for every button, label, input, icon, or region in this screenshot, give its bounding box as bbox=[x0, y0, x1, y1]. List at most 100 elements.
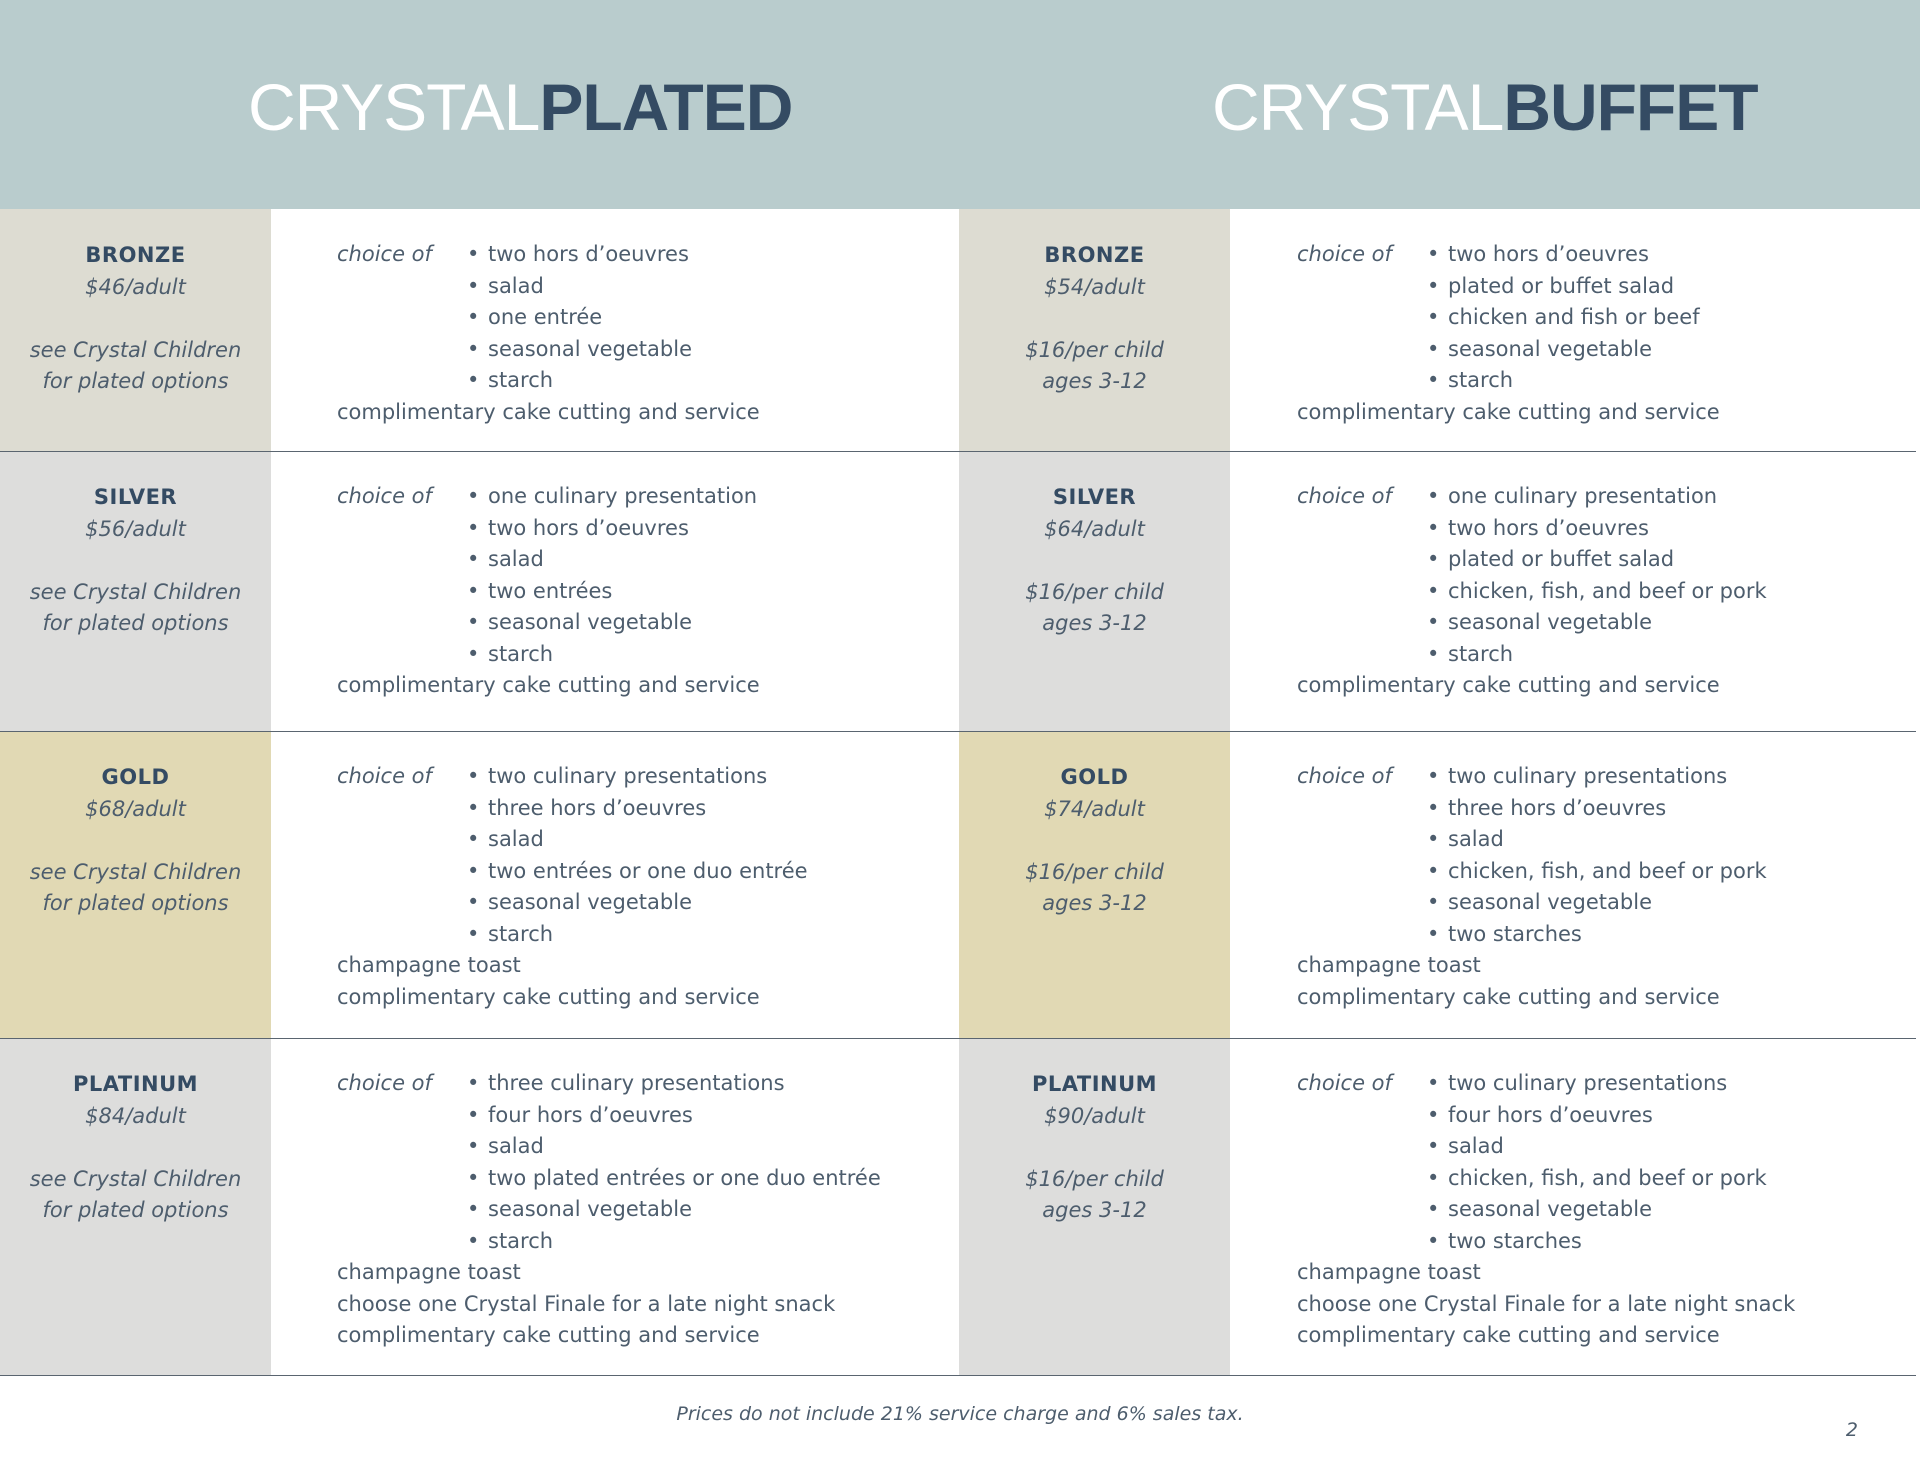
tier-note-line: see Crystal Children bbox=[29, 338, 242, 362]
tier-note-line: ages 3-12 bbox=[1042, 1198, 1147, 1222]
tier-note: see Crystal Children for plated options bbox=[0, 1164, 271, 1226]
tier-note: $16/per child ages 3-12 bbox=[959, 577, 1230, 639]
tier-note: see Crystal Children for plated options bbox=[0, 857, 271, 919]
tier-note-line: ages 3-12 bbox=[1042, 611, 1147, 635]
header-band: CRYSTALPLATED CRYSTALBUFFET bbox=[0, 0, 1920, 209]
tier-note: see Crystal Children for plated options bbox=[0, 577, 271, 639]
menu-item-list: three culinary presentationsfour hors d’… bbox=[337, 1068, 881, 1257]
menu-item: two starches bbox=[1427, 919, 1767, 951]
menu-item-list: two culinary presentationsfour hors d’oe… bbox=[1297, 1068, 1795, 1257]
tier-price: $46/adult bbox=[85, 275, 186, 299]
menu-item: two hors d’oeuvres bbox=[1427, 239, 1720, 271]
package-extra: complimentary cake cutting and service bbox=[337, 673, 760, 697]
menu-item: one culinary presentation bbox=[1427, 481, 1767, 513]
menu-item-list: one culinary presentationtwo hors d’oeuv… bbox=[1297, 481, 1767, 670]
menu-item: two entrées bbox=[467, 576, 760, 608]
choice-of-label: choice of bbox=[1297, 764, 1392, 788]
package-extra: champagne toast bbox=[1297, 953, 1481, 977]
menu-item: seasonal vegetable bbox=[1427, 607, 1767, 639]
plated-package-content: choice oftwo culinary presentationsthree… bbox=[337, 761, 808, 1013]
tier-name: PLATINUM bbox=[72, 1072, 199, 1096]
tier-note-line: for plated options bbox=[42, 611, 229, 635]
row-divider bbox=[0, 451, 1916, 452]
menu-item: four hors d’oeuvres bbox=[1427, 1100, 1795, 1132]
package-extra: champagne toast bbox=[337, 1260, 521, 1284]
crystal-plated-title: CRYSTALPLATED bbox=[248, 70, 793, 144]
package-extra: choose one Crystal Finale for a late nig… bbox=[337, 1291, 836, 1316]
tier-note-line: see Crystal Children bbox=[29, 580, 242, 604]
choice-block: choice of two culinary presentationsthree… bbox=[1297, 761, 1767, 950]
menu-item: starch bbox=[467, 365, 760, 397]
tier-note-line: $16/per child bbox=[1025, 580, 1164, 604]
tier-name: SILVER bbox=[1052, 485, 1137, 509]
tier-note: $16/per child ages 3-12 bbox=[959, 857, 1230, 919]
tier-name: BRONZE bbox=[1044, 243, 1145, 267]
menu-item: two culinary presentations bbox=[1427, 761, 1767, 793]
choice-of-label: choice of bbox=[337, 242, 432, 266]
choice-of-label: choice of bbox=[1297, 484, 1392, 508]
package-extra: complimentary cake cutting and service bbox=[1297, 673, 1720, 697]
menu-item: starch bbox=[1427, 639, 1767, 671]
plated-package-content: choice oftwo hors d’oeuvressaladone entr… bbox=[337, 239, 760, 428]
menu-item: two entrées or one duo entrée bbox=[467, 856, 808, 888]
choice-of-label: choice of bbox=[337, 484, 432, 508]
package-extra: champagne toast bbox=[337, 953, 521, 977]
menu-item-list: one culinary presentationtwo hors d’oeuv… bbox=[337, 481, 760, 670]
buffet-package-content: choice of two culinary presentationsthree… bbox=[1297, 761, 1767, 1013]
menu-item: starch bbox=[467, 1226, 881, 1258]
menu-item: chicken, fish, and beef or pork bbox=[1427, 1163, 1795, 1195]
menu-item-list: two hors d’oeuvresplated or buffet salad… bbox=[1297, 239, 1720, 397]
menu-item: starch bbox=[467, 919, 808, 951]
tier-price: $56/adult bbox=[85, 517, 186, 541]
tier-price: $90/adult bbox=[1044, 1104, 1145, 1128]
buffet-tier-cell: GOLD $74/adult $16/per child ages 3-12 bbox=[959, 731, 1230, 1038]
tier-price: $74/adult bbox=[1044, 797, 1145, 821]
tier-name: SILVER bbox=[93, 485, 178, 509]
tier-price: $54/adult bbox=[1044, 275, 1145, 299]
row-divider bbox=[0, 1375, 1916, 1376]
menu-item: three hors d’oeuvres bbox=[1427, 793, 1767, 825]
buffet-tier-cell: SILVER $64/adult $16/per child ages 3-12 bbox=[959, 451, 1230, 731]
package-extra: complimentary cake cutting and service bbox=[1297, 984, 1720, 1009]
plated-package-content: choice ofthree culinary presentationsfou… bbox=[337, 1068, 881, 1352]
tier-note-line: $16/per child bbox=[1025, 860, 1164, 884]
choice-block: choice oftwo culinary presentationsfour … bbox=[1297, 1068, 1795, 1257]
plated-tier-cell: SILVER $56/adult see Crystal Children for p… bbox=[0, 451, 271, 731]
menu-item: plated or buffet salad bbox=[1427, 271, 1720, 303]
buffet-package-content: choice oftwo hors d’oeuvresplated or buf… bbox=[1297, 239, 1720, 428]
menu-item: two plated entrées or one duo entrée bbox=[467, 1163, 881, 1195]
menu-item: seasonal vegetable bbox=[1427, 1194, 1795, 1226]
menu-item: starch bbox=[1427, 365, 1720, 397]
menu-item: salad bbox=[467, 271, 760, 303]
menu-item: four hors d’oeuvres bbox=[467, 1100, 881, 1132]
tier-name: GOLD bbox=[1060, 765, 1129, 789]
menu-item: chicken, fish, and beef or pork bbox=[1427, 576, 1767, 608]
package-extra: complimentary cake cutting and service bbox=[1297, 399, 1720, 424]
menu-item: two hors d’oeuvres bbox=[1427, 513, 1767, 545]
package-extra: complimentary cake cutting and service bbox=[337, 984, 760, 1009]
package-row: GOLD $68/adult see Crystal Children for pla… bbox=[0, 731, 1916, 1038]
choice-block: choice oftwo hors d’oeuvresplated or buf… bbox=[1297, 239, 1720, 397]
menu-item: seasonal vegetable bbox=[467, 1194, 881, 1226]
tier-name: PLATINUM bbox=[1031, 1072, 1158, 1096]
package-extra: complimentary cake cutting and service bbox=[1297, 1323, 1720, 1347]
package-extra: choose one Crystal Finale for a late nig… bbox=[1297, 1291, 1796, 1316]
tier-note: $16/per child ages 3-12 bbox=[959, 1164, 1230, 1226]
tier-price: $68/adult bbox=[85, 797, 186, 821]
package-extra: complimentary cake cutting and service bbox=[337, 1323, 760, 1347]
menu-item: salad bbox=[467, 1131, 881, 1163]
tier-note-line: $16/per child bbox=[1025, 1167, 1164, 1191]
buffet-package-content: choice ofone culinary presentationtwo ho… bbox=[1297, 481, 1767, 702]
package-extra: complimentary cake cutting and service bbox=[337, 399, 760, 424]
menu-item: one culinary presentation bbox=[467, 481, 760, 513]
menu-item: plated or buffet salad bbox=[1427, 544, 1767, 576]
menu-item: salad bbox=[467, 544, 760, 576]
tier-note-line: for plated options bbox=[42, 1198, 229, 1222]
package-row: PLATINUM $84/adult see Crystal Children for… bbox=[0, 1038, 1916, 1375]
menu-item-list: two culinary presentationsthree hors d’o… bbox=[337, 761, 808, 950]
buffet-tier-cell: PLATINUM $90/adult $16/per child ages 3-12 bbox=[959, 1038, 1230, 1375]
tier-note: $16/per child ages 3-12 bbox=[959, 335, 1230, 397]
menu-item: salad bbox=[1427, 1131, 1795, 1163]
menu-item: seasonal vegetable bbox=[467, 887, 808, 919]
crystal-buffet-title: CRYSTALBUFFET bbox=[1212, 70, 1759, 144]
